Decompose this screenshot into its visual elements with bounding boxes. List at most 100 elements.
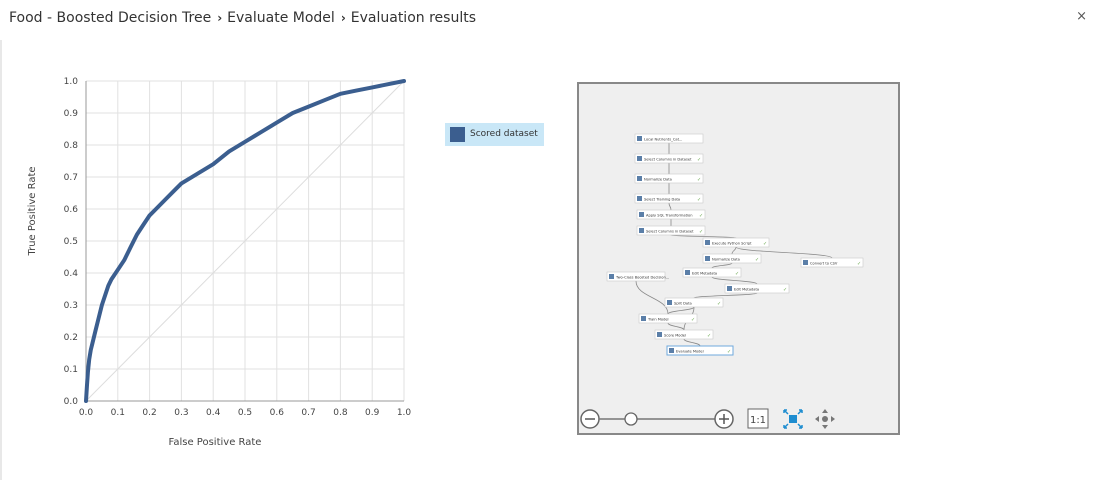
- module-box: [634, 193, 704, 204]
- connector-line: [711, 262, 733, 269]
- module-icon: [727, 286, 732, 291]
- pan-icon[interactable]: [815, 409, 835, 429]
- x-tick-label: 0.4: [206, 408, 221, 418]
- window-edge: [0, 40, 2, 480]
- y-tick-label: 0.3: [64, 301, 78, 311]
- module-status-check: ✓: [697, 157, 701, 163]
- connector-line: [735, 246, 833, 259]
- module-box: [682, 267, 742, 278]
- module-status-check: ✓: [763, 241, 767, 247]
- module-icon: [637, 156, 642, 161]
- module-icon: [803, 260, 808, 265]
- module-status-check: ✓: [697, 177, 701, 183]
- module-box: [702, 237, 770, 248]
- legend-swatch: [450, 127, 465, 142]
- module-node[interactable]: Local Nutrients_Cat...: [634, 133, 704, 144]
- roc-curve-scored-dataset: [84, 79, 406, 403]
- x-tick-label: 0.2: [142, 408, 156, 418]
- module-icon: [609, 274, 614, 279]
- y-tick-label: 0.4: [64, 269, 79, 279]
- module-node[interactable]: Split Data ✓: [664, 297, 724, 308]
- module-node[interactable]: Score Model ✓: [654, 329, 714, 340]
- module-box: [654, 329, 714, 340]
- module-node[interactable]: Edit Metadata ✓: [682, 267, 742, 278]
- x-axis-label: False Positive Rate: [169, 437, 262, 448]
- chevron-right-icon: ›: [340, 11, 346, 25]
- fit-to-screen-icon[interactable]: [783, 409, 803, 429]
- module-label: Local Nutrients_Cat...: [644, 137, 682, 141]
- module-icon: [637, 136, 642, 141]
- experiment-graph[interactable]: Local Nutrients_Cat... Select Columns in …: [579, 84, 898, 404]
- module-icon: [705, 240, 710, 245]
- connector-line: [668, 202, 672, 211]
- module-label: Normalize Data: [712, 257, 740, 261]
- breadcrumb: Food - Boosted Decision Tree › Evaluate Mo…: [9, 10, 476, 26]
- connector-line: [711, 276, 758, 285]
- module-label: Edit Metadata: [734, 287, 759, 291]
- connector-line: [693, 292, 758, 299]
- zoom-slider-thumb[interactable]: [624, 412, 638, 426]
- module-node[interactable]: Execute Python Script ✓: [702, 237, 770, 248]
- y-tick-label: 0.7: [64, 173, 78, 183]
- experiment-canvas[interactable]: Local Nutrients_Cat... Select Columns in …: [577, 82, 900, 435]
- chart-legend-item[interactable]: Scored dataset: [445, 123, 544, 146]
- breadcrumb-item-module[interactable]: Evaluate Model: [227, 10, 335, 26]
- module-icon: [667, 300, 672, 305]
- actual-size-button[interactable]: 1:1: [747, 408, 769, 429]
- x-tick-label: 0.1: [111, 408, 125, 418]
- x-tick-label: 0.6: [270, 408, 285, 418]
- y-axis-label: True Positive Rate: [27, 166, 38, 256]
- module-node[interactable]: Select Columns in Dataset ✓: [634, 153, 704, 164]
- module-node[interactable]: Apply SQL Transformation ✓: [636, 209, 706, 220]
- module-label: Edit Metadata: [692, 271, 717, 275]
- y-tick-label: 0.5: [64, 237, 78, 247]
- module-box: [606, 271, 666, 282]
- module-node[interactable]: Normalize Data ✓: [634, 173, 704, 184]
- module-label: Normalize Data: [644, 177, 672, 181]
- zoom-out-icon[interactable]: [580, 409, 600, 429]
- x-tick-label: 0.5: [238, 408, 252, 418]
- x-tick-label: 0.9: [365, 408, 380, 418]
- y-tick-label: 0.0: [64, 397, 79, 407]
- module-node[interactable]: Select Columns in Dataset ✓: [636, 225, 706, 236]
- connector-line: [635, 280, 669, 315]
- zoom-in-icon[interactable]: [714, 409, 734, 429]
- module-node[interactable]: Evaluate Model ✓: [666, 345, 734, 356]
- chance-diagonal-line: [85, 80, 405, 402]
- close-icon[interactable]: ×: [1076, 9, 1087, 24]
- module-box: [800, 257, 864, 268]
- x-tick-label: 0.7: [301, 408, 315, 418]
- y-tick-label: 0.9: [64, 109, 79, 119]
- connector-line: [731, 246, 737, 255]
- breadcrumb-item-experiment[interactable]: Food - Boosted Decision Tree: [9, 10, 212, 26]
- module-status-check: ✓: [717, 301, 721, 307]
- title-bar: Food - Boosted Decision Tree › Evaluate Mo…: [0, 0, 1099, 40]
- module-label: Evaluate Model: [676, 349, 704, 353]
- module-box: [636, 209, 706, 220]
- chevron-right-icon: ›: [217, 11, 223, 25]
- module-status-check: ✓: [697, 197, 701, 203]
- y-tick-label: 0.8: [64, 141, 79, 151]
- module-label: Apply SQL Transformation: [646, 213, 693, 217]
- legend-label: Scored dataset: [470, 129, 538, 139]
- module-label: Score Model: [664, 333, 686, 337]
- module-box: [634, 173, 704, 184]
- module-node[interactable]: Normalize Data ✓: [702, 253, 762, 264]
- module-icon: [639, 212, 644, 217]
- roc-chart: 0.0 0.1 0.2 0.3 0.4 0.5 0.6 0.7 0.8 0.9 1.0 0.0 0.1 0…: [27, 77, 411, 448]
- module-label: Select Columns in Dataset: [646, 229, 694, 233]
- module-box: [634, 133, 704, 144]
- module-node[interactable]: Edit Metadata ✓: [724, 283, 790, 294]
- module-icon: [637, 176, 642, 181]
- module-icon: [639, 228, 644, 233]
- module-node[interactable]: Train Model ✓: [638, 313, 698, 324]
- module-status-check: ✓: [699, 213, 703, 219]
- module-box: [638, 313, 698, 324]
- module-box: [724, 283, 790, 294]
- y-tick-label: 1.0: [64, 77, 79, 87]
- module-node[interactable]: Select Training Data ✓: [634, 193, 704, 204]
- connector-line: [667, 322, 685, 331]
- module-icon: [637, 196, 642, 201]
- module-node[interactable]: Convert to CSV ✓: [800, 257, 864, 268]
- module-node[interactable]: Two-Class Boosted Decision...: [606, 271, 669, 282]
